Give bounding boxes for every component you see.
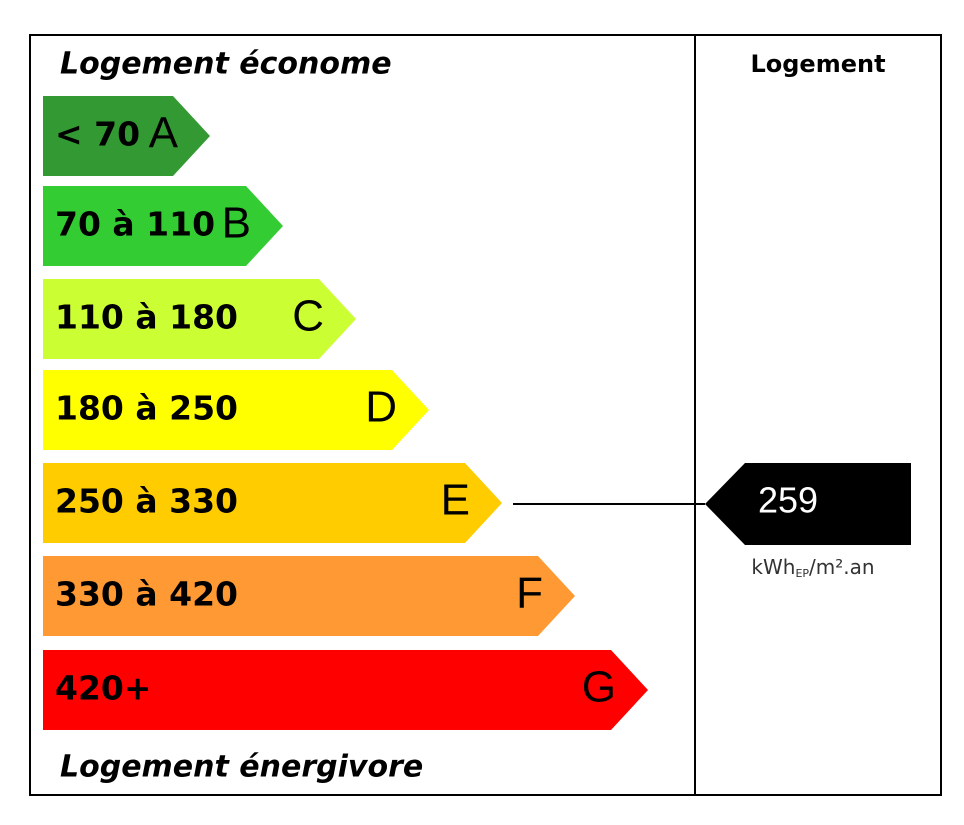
class-bar [43,186,283,266]
value-arrow [705,463,911,545]
class-range: 110 à 180 [55,298,238,337]
class-range: 70 à 110 [55,205,215,244]
unit: kWhEP/m².an [751,555,874,581]
class-range: 250 à 330 [55,482,238,521]
header-title: Logement économe [60,47,392,82]
class-letter: C [292,292,324,341]
class-bar [43,556,575,636]
unit-main: kWh [751,555,795,579]
unit-sub: EP [795,567,809,580]
class-letter: E [441,476,470,525]
class-bar [43,463,502,543]
class-bars: < 70 A 70 à 110 B 110 à 180 C 180 à 250 D 250 à … [43,96,648,730]
class-range: 420+ [55,669,152,708]
class-letter: D [365,383,397,432]
class-letter: G [582,663,616,712]
class-letter: A [149,109,179,158]
unit-rest: /m².an [809,555,875,579]
column-title: Logement [750,50,885,78]
class-letter: B [222,199,251,248]
class-bar [43,279,356,359]
class-range: < 70 [55,115,140,154]
class-bar [43,370,429,450]
class-bar [43,650,648,730]
value: 259 [758,480,818,521]
class-range: 330 à 420 [55,575,238,614]
class-bar [43,96,210,176]
class-range: 180 à 250 [55,389,238,428]
footer-title: Logement énergivore [60,750,423,785]
class-letter: F [516,569,543,618]
